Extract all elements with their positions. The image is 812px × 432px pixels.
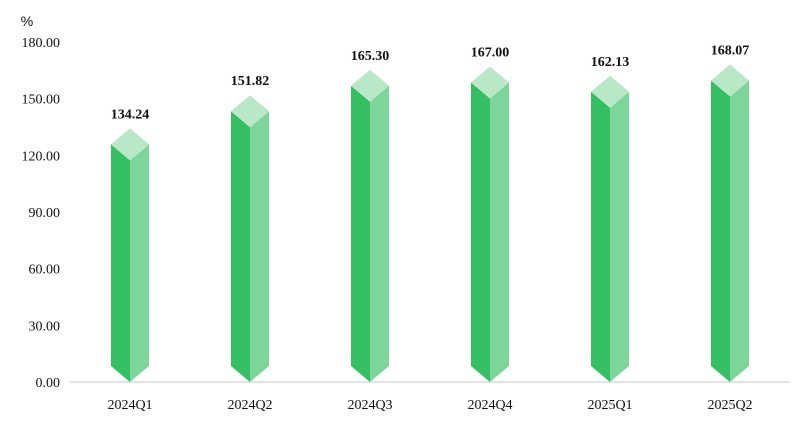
bar-left-face [591, 91, 610, 382]
bar-top-cap [351, 69, 389, 102]
y-tick-label: 30.00 [29, 319, 61, 334]
bar-left-face [471, 82, 490, 383]
data-label: 134.24 [111, 107, 150, 122]
bar-top-cap [471, 66, 509, 99]
y-tick-label: 90.00 [29, 206, 61, 221]
y-tick-label: 0.00 [36, 376, 61, 391]
y-tick-label: 60.00 [29, 263, 61, 278]
x-axis-labels: 2024Q1 2024Q2 2024Q3 2024Q4 2025Q1 2025Q2 [107, 398, 752, 413]
bar-left-face [111, 144, 130, 382]
y-axis-ticks: 0.00 30.00 60.00 90.00 120.00 150.00 180.00 [22, 36, 61, 391]
y-axis-unit: % [21, 13, 33, 29]
bar-2024Q2 [231, 95, 269, 383]
bars-group [111, 64, 749, 383]
y-tick-label: 150.00 [22, 93, 61, 108]
x-tick-label: 2025Q2 [707, 398, 752, 413]
bar-right-face [130, 144, 149, 382]
x-tick-label: 2024Q4 [467, 398, 512, 413]
bar-2025Q1 [591, 75, 629, 382]
bar-top-cap [111, 128, 149, 161]
bar-top-cap [591, 75, 629, 108]
bar-right-face [730, 80, 749, 382]
bar-right-face [250, 111, 269, 383]
data-label: 151.82 [231, 74, 270, 89]
bar-top-cap [711, 64, 749, 97]
bar-top-cap [231, 95, 269, 128]
bar-2024Q4 [471, 66, 509, 383]
data-label: 162.13 [591, 55, 630, 70]
bar-right-face [610, 91, 629, 382]
bar-right-face [490, 82, 509, 383]
y-tick-label: 180.00 [22, 36, 61, 51]
data-label: 168.07 [711, 44, 750, 59]
bar-2024Q1 [111, 128, 149, 382]
data-label: 167.00 [471, 46, 510, 61]
data-label: 165.30 [351, 49, 390, 64]
bar-left-face [351, 85, 370, 383]
y-tick-label: 120.00 [22, 149, 61, 164]
x-tick-label: 2024Q2 [227, 398, 272, 413]
bar-right-face [370, 85, 389, 383]
bar-2025Q2 [711, 64, 749, 382]
data-labels: 134.24 151.82 165.30 167.00 162.13 168.07 [111, 44, 750, 123]
bar-left-face [231, 111, 250, 383]
bar-2024Q3 [351, 69, 389, 383]
x-tick-label: 2024Q3 [347, 398, 392, 413]
bar-left-face [711, 80, 730, 382]
x-tick-label: 2025Q1 [587, 398, 632, 413]
x-tick-label: 2024Q1 [107, 398, 152, 413]
